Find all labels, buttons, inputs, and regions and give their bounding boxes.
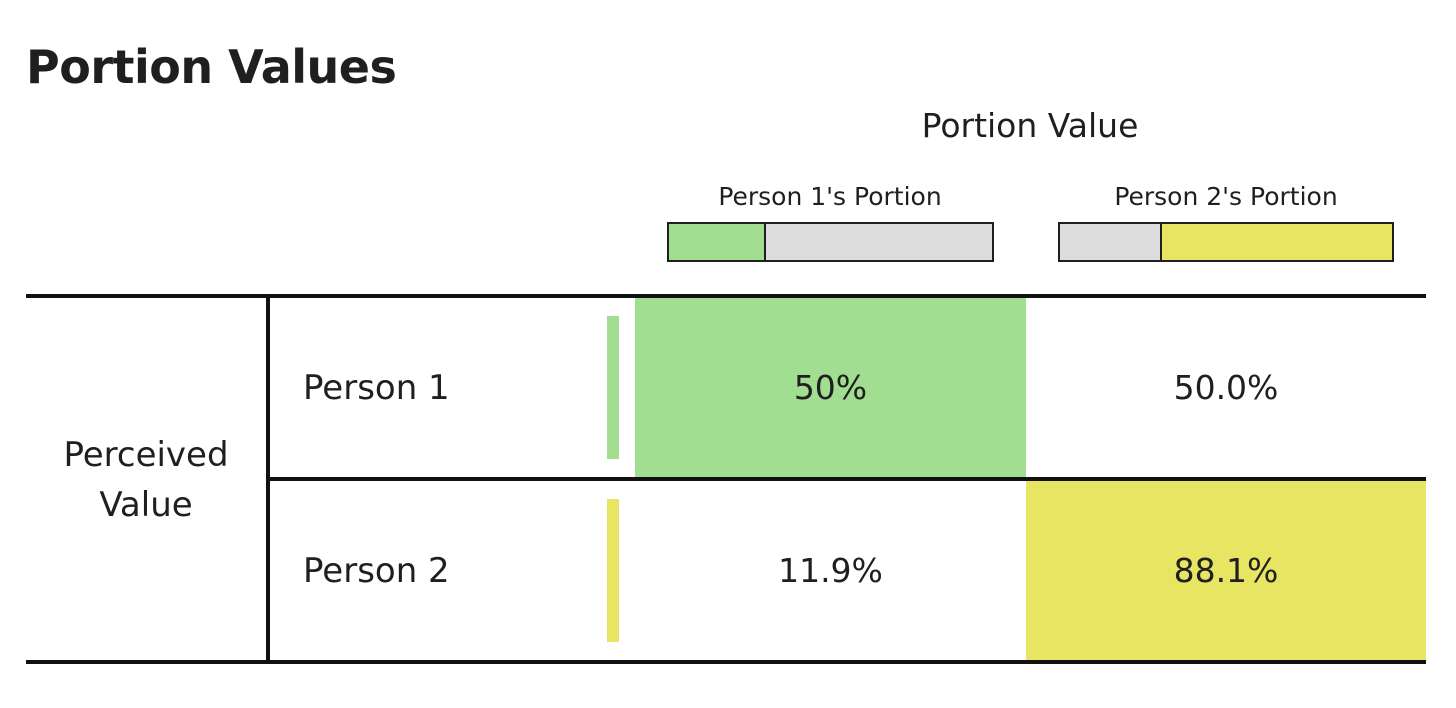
row-color-indicator-person1: [607, 316, 619, 459]
table-top-rule: [26, 294, 1426, 298]
table-row-divider: [268, 477, 1426, 481]
row-label-person2: Person 2: [303, 551, 450, 591]
table-cell: 50%: [635, 298, 1026, 477]
person2-portion-fill: [1159, 224, 1392, 260]
row-label-person1: Person 1: [303, 368, 450, 408]
column-header-person2-portion: Person 2's Portion: [1114, 182, 1338, 211]
row-color-indicator-person2: [607, 499, 619, 642]
table-cell: 88.1%: [1026, 481, 1426, 660]
table-cell: 11.9%: [778, 551, 883, 590]
person1-portion-bar: [667, 222, 994, 262]
person1-portion-fill: [669, 224, 766, 260]
table-cell: 50.0%: [1173, 368, 1279, 407]
row-group-label: Perceived Value: [63, 435, 229, 525]
table-bottom-rule: [26, 660, 1426, 664]
person2-portion-bar: [1058, 222, 1394, 262]
column-group-header: Portion Value: [921, 106, 1139, 145]
page-title: Portion Values: [26, 40, 397, 94]
column-header-person1-portion: Person 1's Portion: [718, 182, 942, 211]
